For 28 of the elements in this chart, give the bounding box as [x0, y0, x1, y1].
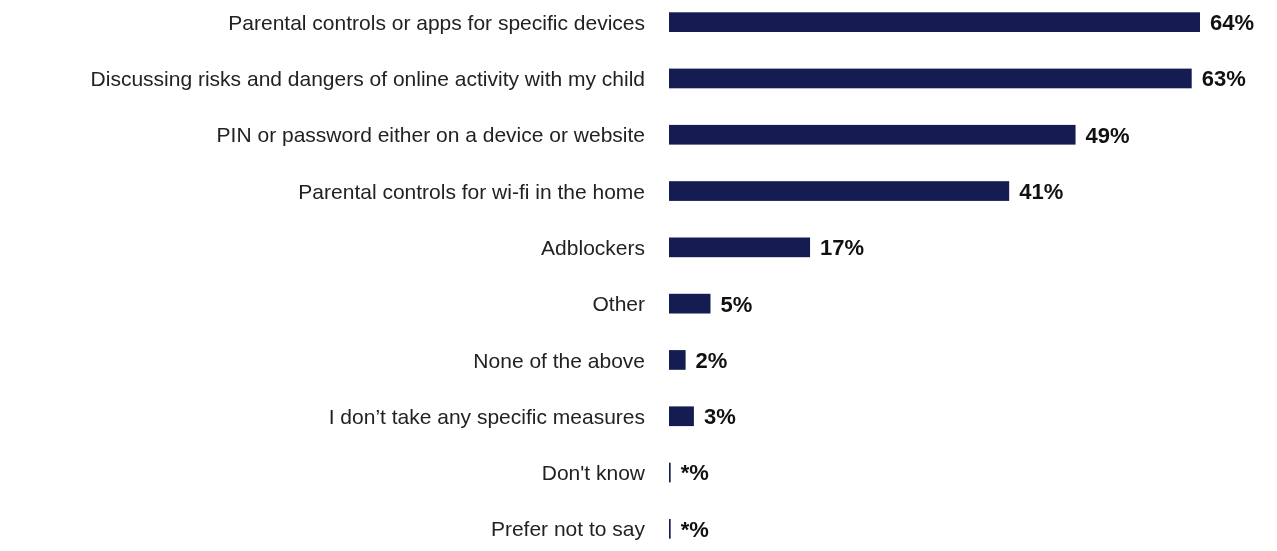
y-tick-label: Don't know: [541, 461, 646, 485]
y-tick-label: Discussing risks and dangers of online activity with my child: [90, 67, 645, 91]
bar: [669, 68, 1192, 89]
data-label: 64%: [1210, 10, 1255, 36]
data-label: 63%: [1201, 66, 1246, 92]
data-label: 17%: [820, 235, 865, 261]
bar: [669, 350, 686, 370]
y-tick-label: Parental controls for wi-fi in the home: [298, 179, 645, 203]
data-label: 2%: [695, 347, 728, 373]
y-tick-label: Other: [592, 292, 645, 316]
data-label: 3%: [703, 404, 736, 430]
data-label: 5%: [720, 291, 753, 317]
y-tick-label: Parental controls or apps for specific devices: [228, 10, 645, 34]
bar: [669, 124, 1076, 145]
data-label: *%: [680, 516, 709, 542]
bar: [669, 237, 811, 258]
y-tick-label: None of the above: [473, 348, 645, 372]
data-label: *%: [680, 460, 709, 486]
y-tick-label: Adblockers: [541, 235, 645, 259]
bar: [669, 293, 711, 314]
y-tick-label: PIN or password either on a device or website: [216, 123, 645, 147]
data-label: 41%: [1019, 178, 1064, 204]
bar: [669, 12, 1200, 32]
y-tick-label: Prefer not to say: [490, 517, 646, 541]
y-tick-label: I don’t take any specific measures: [328, 404, 645, 428]
bar: [669, 181, 1010, 201]
data-label: 49%: [1085, 122, 1130, 148]
bar: [669, 406, 694, 427]
